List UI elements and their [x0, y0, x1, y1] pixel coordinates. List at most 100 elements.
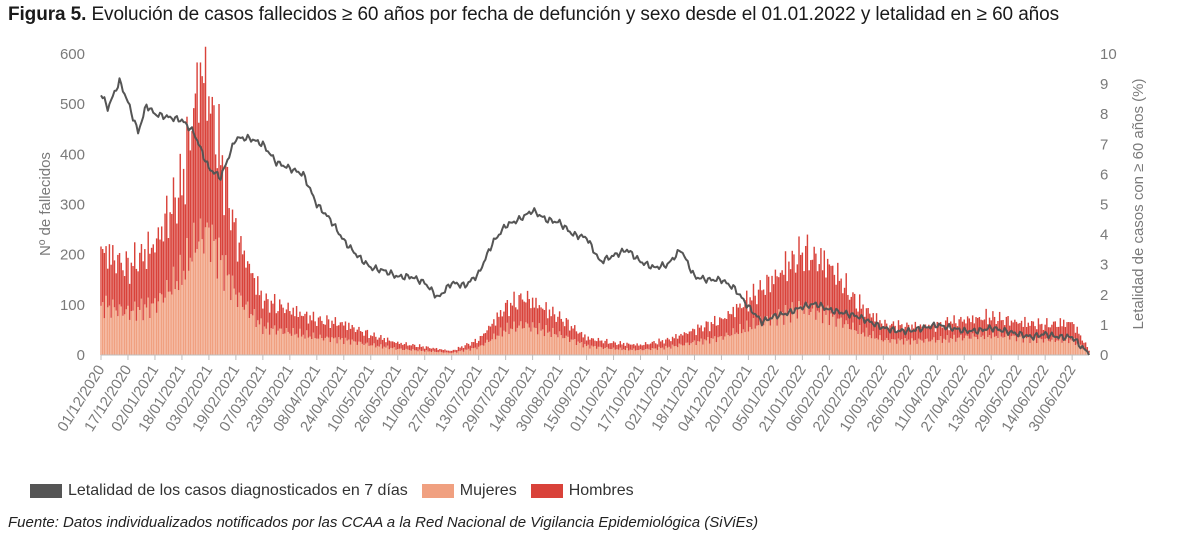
bar-hombres [509, 302, 512, 329]
bar-hombres [166, 195, 168, 281]
bar-mujeres [240, 295, 242, 355]
bar-mujeres [907, 339, 910, 355]
bar-mujeres [530, 331, 532, 355]
bar-mujeres [373, 343, 375, 355]
bar-mujeres [503, 330, 505, 355]
bar-mujeres [835, 326, 837, 355]
bar-hombres [110, 264, 112, 318]
bar-hombres [568, 330, 571, 342]
bar-mujeres [105, 295, 107, 355]
bar-hombres [933, 322, 935, 338]
bar-mujeres [658, 346, 660, 355]
bar-mujeres [329, 342, 332, 355]
bar-hombres [1042, 329, 1045, 343]
bar-hombres [1059, 318, 1062, 337]
bar-mujeres [101, 302, 104, 355]
bar-mujeres [380, 344, 382, 355]
bar-hombres [373, 332, 375, 344]
bar-hombres [466, 343, 468, 350]
bar-mujeres [676, 347, 679, 355]
bar-mujeres [1064, 340, 1067, 355]
bar-hombres [705, 321, 707, 341]
bar-hombres [515, 307, 517, 332]
legend-swatch-hombres [530, 484, 563, 498]
bar-mujeres [213, 240, 215, 355]
bar-mujeres [698, 341, 701, 355]
bar-hombres [1024, 316, 1026, 336]
bar-hombres [719, 317, 721, 337]
y2-axis-label: Letalidad de casos con ≥ 60 años (%) [1130, 79, 1147, 330]
bar-mujeres [415, 350, 417, 355]
bar-hombres [172, 177, 175, 267]
bar-hombres [874, 321, 876, 339]
bar-hombres [771, 275, 773, 315]
bar-mujeres [702, 344, 704, 355]
bar-mujeres [729, 336, 731, 355]
bar-mujeres [307, 337, 310, 355]
bar-mujeres [563, 338, 566, 355]
bar-mujeres [552, 327, 554, 355]
bar-hombres [688, 331, 691, 346]
bar-hombres [358, 326, 360, 342]
bar-mujeres [695, 345, 697, 355]
bar-mujeres [526, 323, 529, 355]
bar-hombres [439, 349, 441, 352]
y-tick-label: 600 [60, 46, 85, 63]
bar-mujeres [568, 341, 571, 355]
bar-mujeres [545, 325, 547, 355]
bar-hombres [668, 339, 670, 347]
bar-mujeres [267, 322, 269, 355]
bar-hombres [825, 277, 827, 315]
bar-hombres [740, 308, 743, 334]
bar-mujeres [719, 336, 721, 355]
bar-hombres [769, 292, 772, 326]
bar-mujeres [892, 339, 895, 355]
bar-mujeres [978, 331, 981, 355]
bar-mujeres [879, 335, 881, 355]
bar-mujeres [631, 350, 633, 355]
bar-hombres [730, 314, 733, 336]
bar-mujeres [558, 331, 561, 355]
bar-mujeres [1000, 336, 1003, 355]
bar-mujeres [902, 344, 905, 355]
bar-hombres [683, 332, 686, 346]
bar-mujeres [580, 342, 583, 355]
bar-hombres [132, 266, 134, 311]
bar-mujeres [884, 340, 886, 355]
bar-hombres [816, 271, 819, 311]
bar-mujeres [853, 330, 856, 355]
bar-hombres [601, 340, 603, 348]
bar-mujeres [110, 317, 112, 355]
bar-mujeres [145, 307, 148, 355]
bar-mujeres [737, 334, 740, 355]
bar-mujeres [735, 332, 738, 355]
bar-mujeres [916, 343, 918, 355]
bar-mujeres [169, 291, 171, 355]
legend-swatch-letalidad [30, 484, 62, 498]
bar-mujeres [147, 297, 149, 355]
bar-mujeres [452, 352, 455, 355]
bar-hombres [230, 230, 232, 301]
bar-hombres [563, 326, 566, 339]
bar-mujeres [252, 315, 254, 355]
bar-hombres [343, 325, 345, 345]
bar-mujeres [858, 325, 861, 355]
bar-hombres [204, 46, 207, 228]
bar-mujeres [1014, 335, 1016, 355]
bar-mujeres [528, 327, 530, 355]
bar-mujeres [840, 317, 842, 355]
bar-mujeres [958, 337, 960, 355]
bar-hombres [842, 293, 844, 328]
bar-mujeres [305, 330, 308, 355]
bar-hombres [493, 319, 495, 334]
bar-mujeres [366, 342, 369, 355]
bar-mujeres [956, 337, 959, 355]
bar-mujeres [334, 337, 337, 355]
bar-mujeres [828, 325, 831, 355]
bar-mujeres [926, 338, 928, 355]
bar-hombres [671, 336, 674, 345]
bar-mujeres [685, 342, 687, 355]
bar-mujeres [823, 311, 826, 355]
bar-mujeres [356, 344, 358, 355]
bar-mujeres [815, 319, 817, 355]
